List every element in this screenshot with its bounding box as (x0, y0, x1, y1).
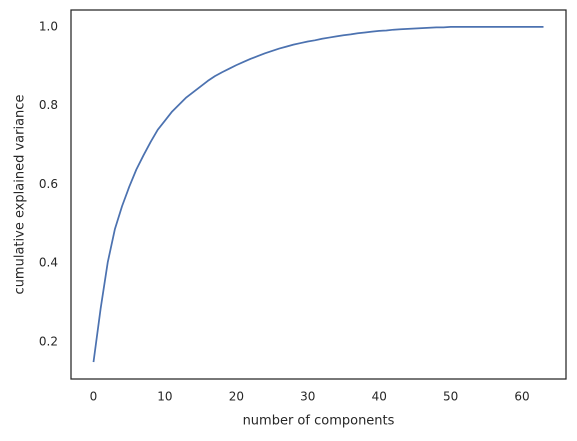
y-tick-label: 1.0 (39, 19, 58, 33)
y-tick-label: 0.8 (39, 98, 58, 112)
x-tick-label: 10 (157, 390, 172, 404)
y-tick-label: 0.2 (39, 334, 58, 348)
y-axis-label: cumulative explained variance (13, 95, 28, 295)
y-tick-label: 0.6 (39, 177, 58, 191)
x-tick-label: 0 (90, 390, 98, 404)
x-tick-label: 60 (514, 390, 529, 404)
x-tick-label: 20 (229, 390, 244, 404)
x-tick-label: 40 (372, 390, 387, 404)
line-series (92, 26, 544, 363)
y-tick-label: 0.4 (39, 256, 58, 270)
plot-frame (70, 9, 567, 380)
x-tick-label: 30 (300, 390, 315, 404)
x-tick-label: 50 (443, 390, 458, 404)
x-axis-label: number of components (243, 414, 395, 429)
